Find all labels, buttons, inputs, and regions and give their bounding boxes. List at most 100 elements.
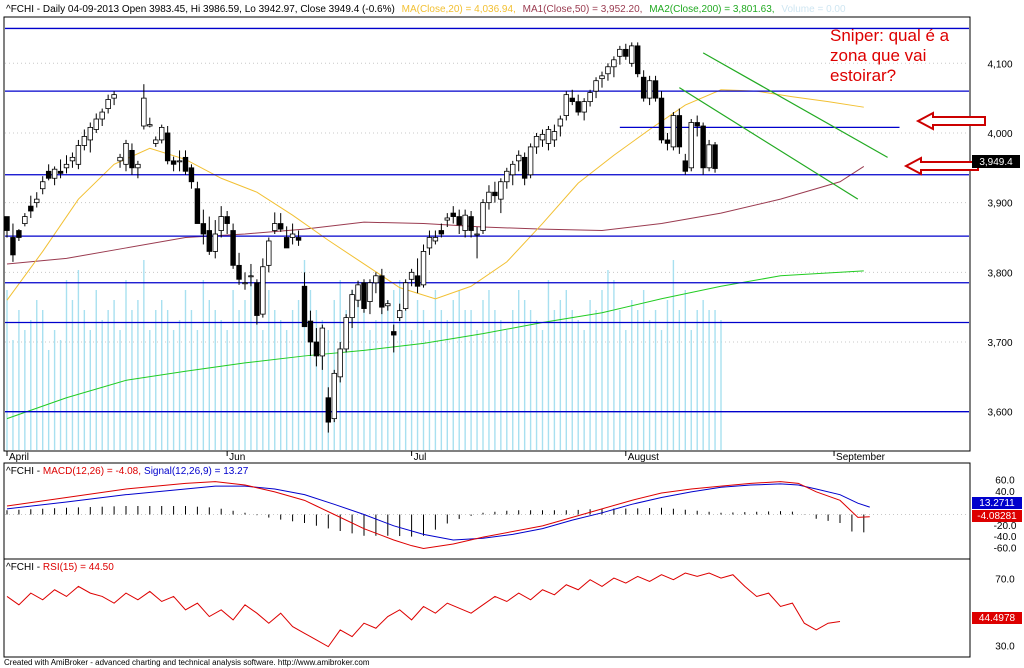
price-panel-frame: [3, 16, 971, 452]
candle-57: [343, 314, 349, 353]
candle-35: [212, 220, 218, 259]
candle-41: [248, 263, 254, 287]
candle-54: [325, 387, 331, 433]
candle-73: [438, 223, 445, 238]
candle-62: [373, 272, 379, 294]
candle-3: [22, 213, 28, 227]
candle-83: [498, 178, 504, 214]
candle-111: [664, 132, 671, 151]
candle-14: [87, 122, 93, 153]
signal-line: [6, 483, 870, 541]
candle-10: [63, 155, 70, 174]
candle-92: [551, 124, 558, 147]
candle-38: [230, 223, 236, 269]
candle-61: [367, 279, 373, 315]
candle-78: [468, 211, 474, 238]
volume-bars: [6, 260, 722, 450]
candle-85: [510, 160, 516, 186]
rsi-value: 44.4978: [979, 613, 1016, 624]
candle-74: [444, 213, 450, 228]
y-tick-0: 3,600: [987, 408, 1012, 419]
candle-88: [527, 143, 534, 179]
ma20-line: [6, 89, 864, 301]
candle-11: [69, 152, 76, 168]
header-ma20: MA(Close,20) = 4,036.94,: [402, 4, 516, 15]
footer-credit: Created with AmiBroker - advanced charti…: [4, 658, 370, 667]
candle-28: [170, 156, 177, 172]
candle-12: [75, 139, 82, 170]
candle-84: [504, 167, 510, 189]
rsi-title: ^FCHI - RSI(15) = 44.50: [6, 562, 114, 573]
candle-82: [492, 181, 498, 203]
candlesticks: [4, 42, 718, 433]
macd-y-tick-5: -60.0: [994, 544, 1017, 555]
candle-18: [111, 91, 117, 106]
candle-107: [640, 70, 647, 102]
support-resistance-lines: [5, 27, 969, 413]
candle-104: [623, 43, 629, 60]
candle-27: [164, 126, 171, 165]
candle-86: [516, 150, 522, 172]
candle-71: [426, 230, 433, 255]
ma200-line: [6, 270, 864, 420]
candle-7: [45, 164, 52, 181]
candle-6: [40, 176, 46, 195]
candle-91: [545, 126, 552, 151]
candle-105: [629, 42, 635, 67]
candle-81: [486, 185, 492, 210]
candle-63: [379, 268, 385, 315]
candle-9: [57, 159, 64, 179]
candle-42: [254, 279, 260, 325]
candle-16: [99, 108, 105, 126]
macd-title: ^FCHI - MACD(12,26) = -4.08, Signal(12,26…: [6, 466, 249, 477]
candle-65: [391, 324, 397, 353]
candle-45: [272, 212, 278, 234]
annotation-line3: estoirar?: [830, 66, 896, 85]
candle-47: [283, 226, 290, 249]
macd-value-tag: [972, 510, 1022, 522]
arrow-upper-level: [915, 111, 986, 131]
y-tick-4: 4,000: [987, 129, 1012, 140]
rsi-line: [6, 572, 841, 648]
candle-110: [658, 91, 665, 144]
candle-70: [420, 244, 427, 288]
candle-8: [51, 166, 58, 186]
candle-2: [16, 229, 22, 241]
rsi-panel-frame: [3, 558, 971, 658]
rsi-y-tick-0: 70.0: [995, 575, 1015, 586]
header-title: ^FCHI - Daily 04-09-2013 Open 3983.45, H…: [6, 4, 846, 15]
candle-68: [408, 268, 415, 287]
candle-49: [295, 230, 302, 246]
signal-value-tag: [972, 497, 1022, 509]
candle-64: [385, 300, 391, 311]
candle-34: [206, 216, 212, 255]
annotation-line2: zona que vai: [830, 46, 926, 65]
macd-y-tick-1: 40.0: [995, 487, 1015, 498]
signal-label: Signal(12,26,9) = 13.27: [144, 466, 249, 477]
candle-115: [688, 119, 694, 172]
candle-72: [432, 230, 439, 245]
candle-69: [414, 258, 421, 294]
candle-67: [402, 279, 409, 311]
candle-13: [81, 129, 88, 151]
candle-51: [307, 310, 314, 356]
candle-118: [706, 139, 712, 172]
candle-87: [521, 152, 528, 186]
candle-66: [396, 303, 403, 322]
macd-value: -4.08281: [977, 511, 1017, 522]
channel-lower: [679, 87, 859, 200]
x-tick-1: Jun: [229, 452, 245, 463]
candle-100: [599, 71, 605, 88]
candle-58: [349, 289, 355, 329]
macd-y-tick-3: -20.0: [994, 521, 1017, 532]
candle-24: [147, 117, 153, 128]
channel-upper: [702, 52, 888, 158]
candle-114: [682, 153, 688, 175]
candle-97: [581, 98, 587, 121]
candle-17: [105, 94, 111, 114]
x-tick-0: April: [9, 452, 29, 463]
candle-79: [474, 227, 480, 259]
candle-55: [331, 369, 337, 423]
candle-29: [176, 150, 183, 172]
